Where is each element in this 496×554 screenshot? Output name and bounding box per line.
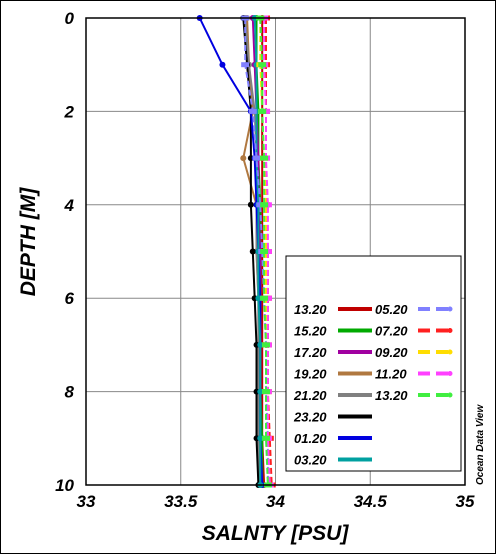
- data-point-13.20: [260, 249, 269, 254]
- legend-marker-07.20: [447, 328, 453, 333]
- y-axis-label: DEPTH [M]: [17, 187, 40, 296]
- legend-label-01.20: 01.20: [294, 431, 327, 446]
- y-tick-label: 10: [55, 476, 74, 495]
- data-point-13.20: [258, 62, 267, 68]
- y-tick-label: 0: [65, 9, 75, 28]
- legend-label-03.20: 03.20: [294, 453, 327, 468]
- data-point-01.20: [219, 61, 226, 68]
- legend-label-13.20: 13.20: [375, 388, 408, 403]
- series-line-13.20: [259, 17, 269, 486]
- x-axis-label: SALNTY [PSU]: [202, 522, 350, 545]
- data-point-13.20: [260, 202, 269, 208]
- ocean-data-view-watermark: Ocean Data View: [475, 404, 486, 485]
- legend-label-21.20: 21.20: [293, 388, 327, 403]
- legend-marker-11.20: [447, 371, 453, 376]
- x-tick-label: 33: [77, 492, 96, 511]
- data-point-23.20: [247, 201, 254, 208]
- series-lines: [196, 15, 276, 488]
- y-tick-labels: 0 2 4 6 8 10: [55, 9, 74, 495]
- legend-label-15.20: 15.20: [294, 324, 327, 339]
- legend-marker-05.20: [447, 306, 453, 312]
- data-point-05.20: [248, 108, 257, 114]
- y-tick-label: 6: [65, 289, 75, 308]
- plot-area-border: [85, 17, 466, 486]
- y-tick-label: 4: [64, 196, 75, 215]
- x-tick-label: 33.5: [164, 492, 198, 511]
- data-point-03.20: [257, 435, 264, 442]
- data-point-13.20: [260, 295, 269, 301]
- legend-label-13.20: 13.20: [294, 302, 327, 317]
- legend-marker-13.20: [447, 392, 453, 398]
- y-tick-label: 2: [64, 102, 75, 121]
- legend-label-23.20: 23.20: [293, 410, 327, 425]
- x-tick-label: 34: [266, 492, 285, 511]
- legend-label-05.20: 05.20: [375, 302, 408, 317]
- legend: 13.20 15.20 17.20 19.20 21.20 23.20 01.20 03.20…: [285, 255, 462, 472]
- data-point-13.20: [262, 435, 271, 441]
- data-point-13.20: [262, 342, 271, 348]
- legend-label-17.20: 17.20: [294, 345, 327, 360]
- y-tick-label: 8: [65, 383, 75, 402]
- legend-marker-09.20: [447, 349, 453, 355]
- data-point-13.20: [262, 389, 271, 395]
- data-point-19.20: [240, 155, 247, 162]
- x-tick-labels: 33 33.5 34 34.5 35: [77, 492, 475, 511]
- data-point-13.20: [258, 108, 267, 114]
- data-point-23.20: [249, 248, 256, 255]
- data-point-03.20: [257, 341, 264, 348]
- legend-box: [285, 255, 462, 472]
- legend-label-19.20: 19.20: [294, 367, 327, 382]
- series-line-11.20: [263, 18, 271, 486]
- data-point-13.20: [260, 155, 269, 161]
- x-tick-label: 35: [456, 492, 475, 511]
- legend-label-07.20: 07.20: [375, 324, 408, 339]
- data-point-03.20: [257, 388, 264, 395]
- data-point-05.20: [241, 62, 250, 68]
- data-point-03.20: [255, 295, 262, 302]
- x-tick-label: 34.5: [354, 492, 388, 511]
- data-point-05.20: [252, 155, 261, 161]
- legend-label-09.20: 09.20: [375, 345, 408, 360]
- legend-label-11.20: 11.20: [375, 367, 407, 382]
